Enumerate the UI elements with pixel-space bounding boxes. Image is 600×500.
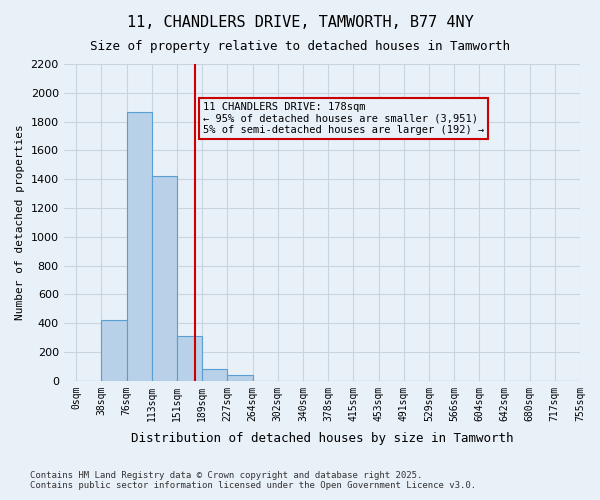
Bar bbox=[227, 375, 253, 381]
Bar bbox=[152, 176, 177, 381]
Text: 11 CHANDLERS DRIVE: 178sqm
← 95% of detached houses are smaller (3,951)
5% of se: 11 CHANDLERS DRIVE: 178sqm ← 95% of deta… bbox=[203, 102, 484, 135]
Text: 11, CHANDLERS DRIVE, TAMWORTH, B77 4NY: 11, CHANDLERS DRIVE, TAMWORTH, B77 4NY bbox=[127, 15, 473, 30]
X-axis label: Distribution of detached houses by size in Tamworth: Distribution of detached houses by size … bbox=[131, 432, 513, 445]
Bar bbox=[177, 336, 202, 381]
Bar bbox=[127, 112, 152, 381]
Text: Size of property relative to detached houses in Tamworth: Size of property relative to detached ho… bbox=[90, 40, 510, 53]
Text: Contains HM Land Registry data © Crown copyright and database right 2025.
Contai: Contains HM Land Registry data © Crown c… bbox=[30, 470, 476, 490]
Bar bbox=[101, 320, 127, 381]
Y-axis label: Number of detached properties: Number of detached properties bbox=[15, 124, 25, 320]
Bar bbox=[202, 370, 227, 381]
